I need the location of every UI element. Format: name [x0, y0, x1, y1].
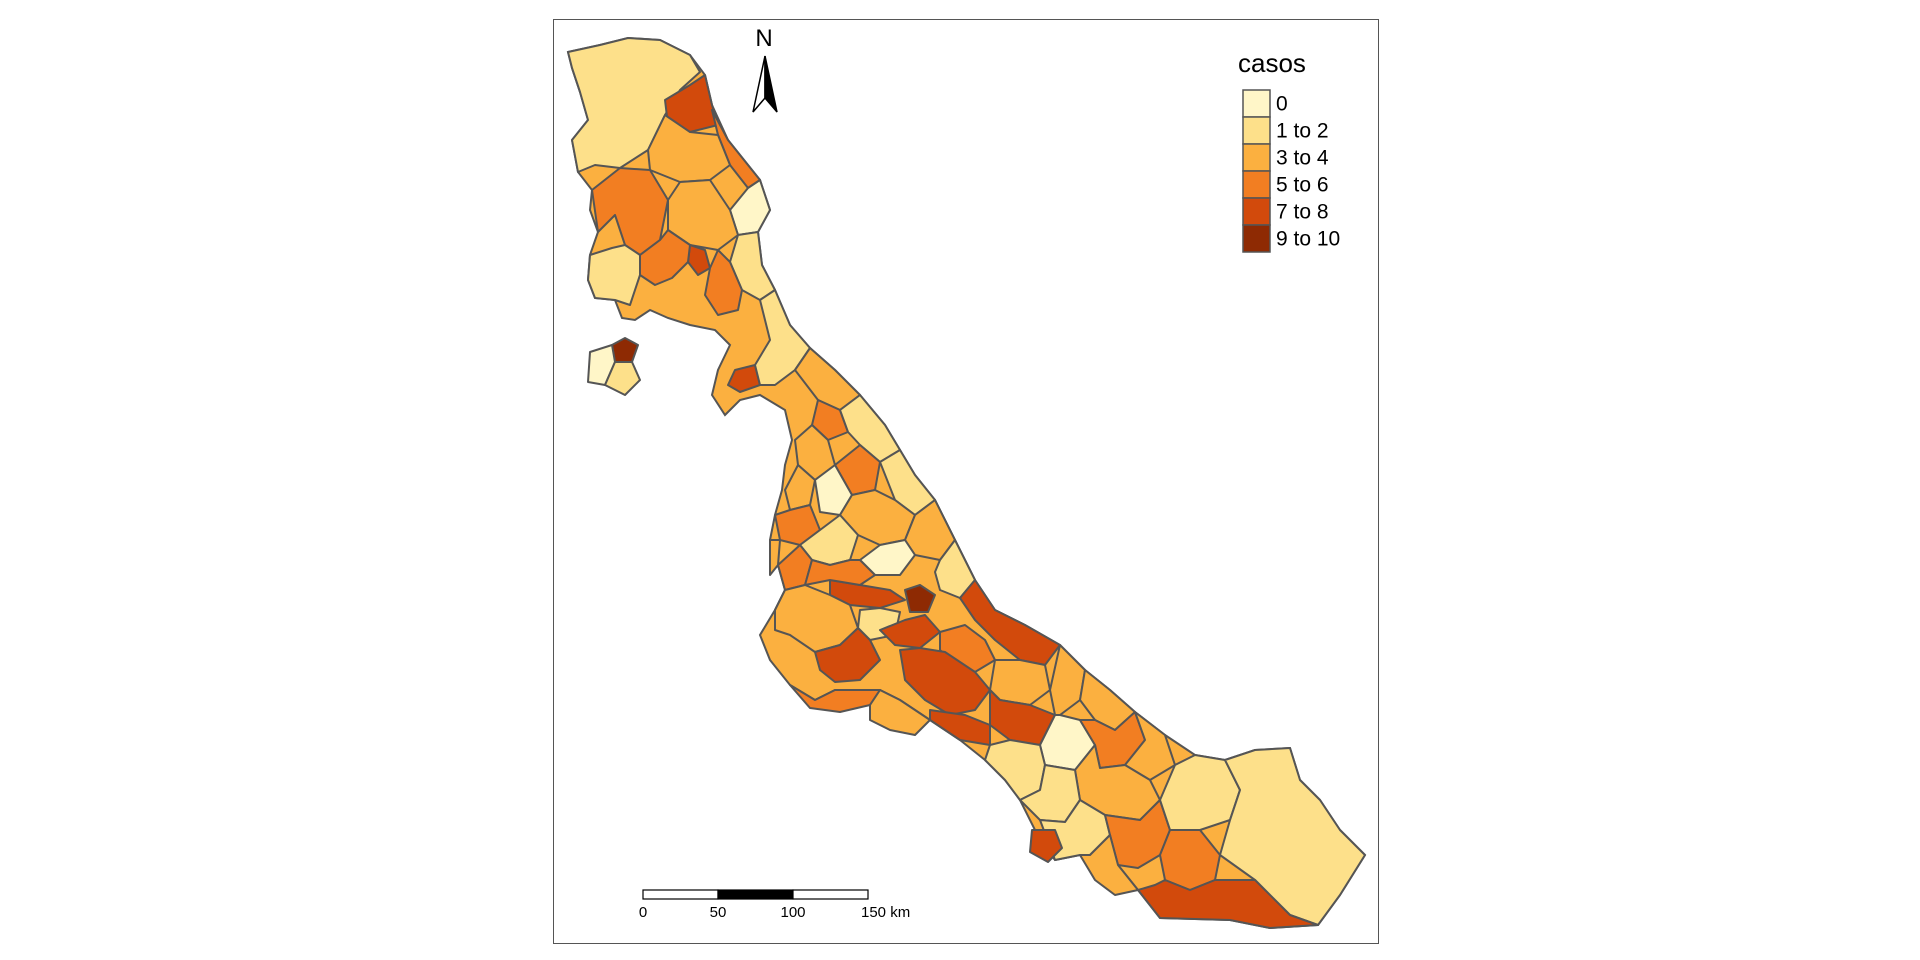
legend-label-5: 9 to 10 — [1276, 228, 1340, 251]
region — [804, 559, 876, 586]
legend-label-3: 5 to 6 — [1276, 174, 1329, 197]
legend: casos 0 1 to 2 3 to 4 5 to 6 7 to 8 9 to 10 — [1238, 48, 1340, 253]
north-arrow: N — [752, 25, 778, 113]
region — [1137, 879, 1319, 929]
region — [611, 337, 639, 363]
north-label: N — [755, 25, 772, 52]
region — [769, 539, 781, 576]
legend-label-0: 0 — [1276, 93, 1288, 116]
region — [1029, 829, 1063, 863]
legend-swatch-3 — [1242, 170, 1271, 199]
scale-label-0: 0 — [639, 904, 647, 921]
region — [899, 647, 991, 716]
region — [639, 229, 691, 286]
region — [869, 689, 931, 736]
legend-swatch-0 — [1242, 89, 1271, 118]
legend-label-2: 3 to 4 — [1276, 147, 1329, 170]
region — [604, 361, 641, 396]
legend-swatch-1 — [1242, 116, 1271, 145]
north-arrow-icon — [752, 55, 766, 113]
legend-label-1: 1 to 2 — [1276, 120, 1329, 143]
scale-bar: 0 50 100 150 km — [639, 889, 910, 921]
legend-swatch-5 — [1242, 224, 1271, 253]
scale-label-150: 150 km — [861, 904, 910, 921]
scale-label-100: 100 — [780, 904, 805, 921]
region — [754, 289, 811, 386]
region — [727, 364, 761, 393]
region — [904, 584, 936, 613]
region — [814, 627, 881, 683]
scale-label-50: 50 — [710, 904, 727, 921]
legend-label-4: 7 to 8 — [1276, 201, 1329, 224]
legend-swatch-2 — [1242, 143, 1271, 172]
legend-swatch-4 — [1242, 197, 1271, 226]
region — [1079, 834, 1139, 896]
legend-title: casos — [1238, 48, 1306, 78]
region — [587, 244, 641, 306]
region — [704, 249, 743, 316]
